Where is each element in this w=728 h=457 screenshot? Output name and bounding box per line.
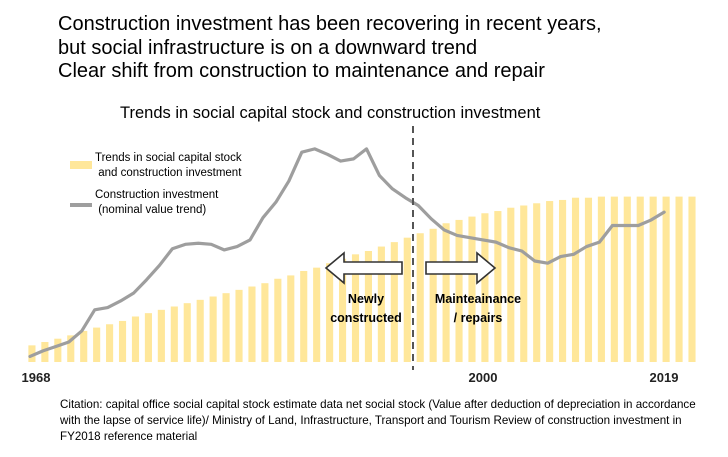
bar <box>364 251 373 362</box>
bar <box>170 306 178 362</box>
bar <box>675 196 683 362</box>
bar <box>636 196 644 362</box>
headline-line-1: Construction investment has been recover… <box>58 13 602 35</box>
bar <box>649 196 657 362</box>
bar <box>455 219 463 362</box>
bar <box>106 324 114 362</box>
x-tick-2019: 2019 <box>650 370 679 385</box>
bar <box>571 197 580 362</box>
headline-line-3: Clear shift from construction to mainten… <box>58 60 545 82</box>
bar <box>429 228 437 362</box>
bar <box>442 223 450 362</box>
chart-title: Trends in social capital stock and const… <box>120 104 541 122</box>
annotation-maintenance-line-1: Mainteainance <box>435 292 521 306</box>
bar <box>157 309 165 362</box>
legend-line-label: Construction investment (nominal value t… <box>95 188 218 218</box>
bar <box>54 338 62 362</box>
bar <box>326 263 334 362</box>
bar <box>196 299 204 362</box>
bar <box>390 242 398 362</box>
bar <box>144 313 152 362</box>
left-arrow <box>324 251 403 285</box>
bar <box>377 246 385 362</box>
bar <box>351 254 360 362</box>
bar <box>313 267 321 362</box>
legend-bar-label: Trends in social capital stock and const… <box>95 151 242 181</box>
bar <box>300 270 308 362</box>
legend-bar-line-1: Trends in social capital stock <box>95 152 242 164</box>
bar <box>338 258 347 362</box>
bar <box>494 211 502 362</box>
citation: Citation: capital office social capital … <box>60 398 696 443</box>
bar <box>209 296 217 362</box>
annotation-newly-constructed-line-1: Newly <box>348 292 384 306</box>
annotation-newly-constructed-line-2: constructed <box>330 311 402 325</box>
bar <box>481 213 489 362</box>
bar <box>416 233 424 362</box>
bar <box>183 303 191 362</box>
bar <box>610 196 618 362</box>
x-tick-1968: 1968 <box>22 370 51 385</box>
bar <box>688 196 696 362</box>
bar <box>222 293 230 362</box>
bar <box>80 330 88 362</box>
bar <box>41 342 49 362</box>
bar <box>662 196 670 362</box>
bar <box>93 327 101 362</box>
legend-bar-swatch <box>70 161 92 169</box>
bar <box>468 216 476 362</box>
legend-line-line-1: Construction investment <box>95 189 219 201</box>
bar <box>597 196 605 362</box>
x-tick-2000: 2000 <box>469 370 498 385</box>
bar <box>559 199 567 362</box>
bar <box>261 283 269 362</box>
bar <box>274 278 282 362</box>
bar <box>533 203 541 362</box>
bar <box>235 289 243 362</box>
investment-line <box>28 147 666 359</box>
bar <box>507 207 515 362</box>
bar <box>403 237 411 362</box>
bar <box>118 320 127 362</box>
bar <box>67 335 75 362</box>
bar <box>623 196 631 362</box>
right-arrow <box>425 251 497 285</box>
bar <box>584 197 593 362</box>
bar <box>546 201 554 362</box>
bar <box>287 275 295 362</box>
headline-line-2: but social infrastructure is on a downwa… <box>58 37 478 59</box>
bar <box>28 345 36 362</box>
annotation-maintenance-line-2: / repairs <box>454 311 503 325</box>
legend-line-line-2: (nominal value trend) <box>95 204 207 216</box>
bar <box>248 286 256 362</box>
legend-bar-line-2: and construction investment <box>95 167 242 179</box>
bar <box>520 205 528 362</box>
bar <box>131 316 140 362</box>
